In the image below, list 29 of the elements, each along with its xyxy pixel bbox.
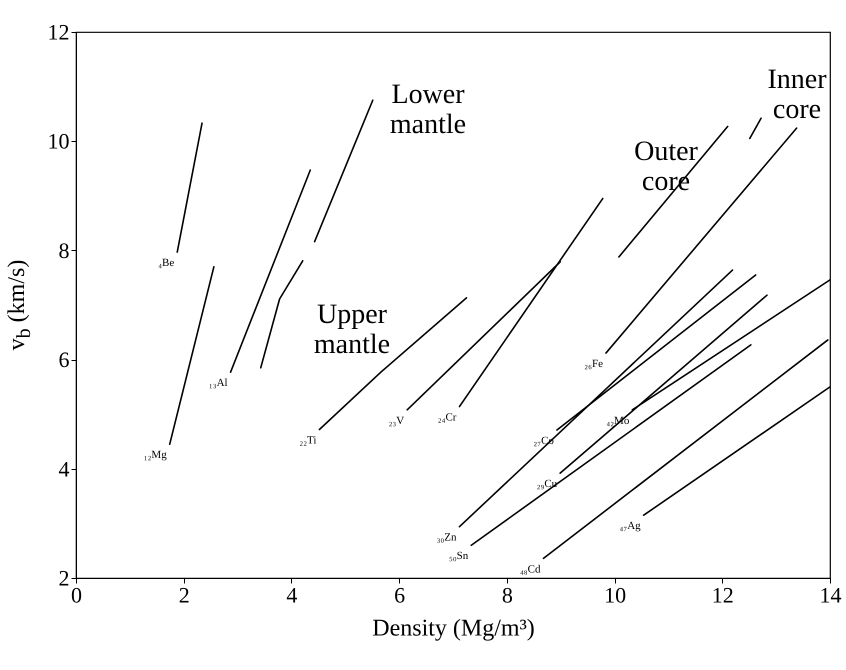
series-label: ₄₈Cd (520, 563, 541, 576)
series-label: ₅₀Sn (449, 550, 469, 562)
y-tick-label: 4 (58, 456, 70, 482)
x-tick-label: 2 (178, 582, 190, 608)
series-label: ₄₇Ag (620, 520, 642, 532)
x-tick-label: 10 (604, 582, 626, 608)
annotation: Lower mantle (390, 79, 466, 140)
annotation: Upper mantle (314, 299, 390, 360)
y-tick-label: 10 (48, 128, 70, 154)
annotation: Inner core (767, 64, 828, 125)
x-axis-title: Density (Mg/m³) (372, 616, 535, 642)
series-label: ₁₂Mg (144, 449, 168, 462)
y-tick-label: 2 (58, 566, 70, 590)
x-tick-label: 0 (71, 582, 82, 608)
x-tick-label: 4 (286, 582, 298, 608)
series-label: ₃₀Zn (436, 532, 457, 544)
series-label: ₄Be (158, 257, 174, 270)
x-tick-label: 6 (394, 582, 406, 608)
y-tick-label: 12 (48, 20, 70, 44)
series-label: ₂₄Cr (438, 412, 457, 424)
series-label: ₂₃V (388, 414, 404, 427)
series-label: ₁₃Al (208, 377, 228, 390)
y-tick-label: 6 (58, 347, 70, 372)
x-tick-label: 14 (820, 582, 842, 608)
series-label: ₂₆Fe (584, 358, 604, 370)
y-tick-label: 8 (58, 238, 70, 263)
x-tick-label: 8 (502, 582, 513, 608)
series-label: ₂₂Ti (299, 434, 316, 446)
x-tick-label: 12 (712, 582, 734, 608)
